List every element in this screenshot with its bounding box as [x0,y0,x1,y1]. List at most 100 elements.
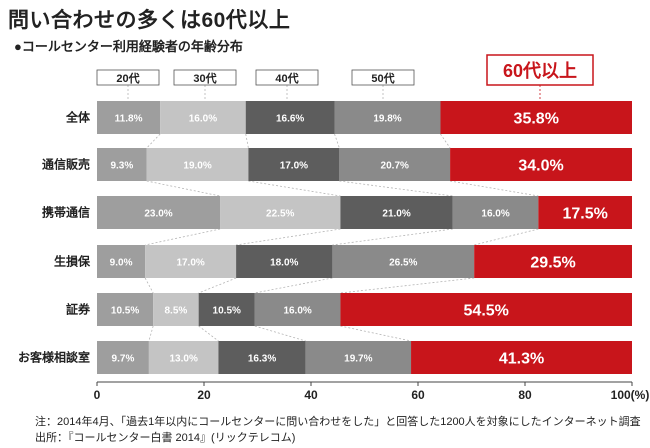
legend-box [96,69,160,86]
bar-segment [97,341,149,374]
value-label: 18.0% [270,258,298,269]
value-label: 23.0% [144,209,172,220]
category-label: 生損保 [54,254,91,269]
legend-label: 50代 [371,71,394,85]
connector-line [198,277,237,294]
bar-segment [97,245,146,278]
connector-line [146,133,161,149]
legend-label: 40代 [275,71,298,85]
value-label: 16.0% [481,209,509,220]
bar-segment [305,341,412,374]
bar-segment [450,148,632,181]
value-label: 54.5% [464,303,509,320]
bar-segment [334,101,441,134]
value-label: 26.5% [389,258,417,269]
legend-box [173,69,237,86]
connector-line [145,228,221,246]
bar-segment [146,148,249,181]
value-label: 19.7% [344,354,372,365]
bar-segment [440,101,632,134]
survey-note: 注：2014年4月、「過去1年以内にコールセンターに問い合わせをした」と回答した… [35,416,641,428]
category-label: 証券 [66,302,91,317]
value-label: 21.0% [382,209,410,220]
category-label: 全体 [65,110,91,125]
connector-line [334,133,340,149]
category-label: 携帯通信 [42,205,90,220]
value-label: 16.6% [276,114,304,125]
value-label: 9.3% [110,161,133,172]
bar-segment [148,341,219,374]
connector-line [248,180,341,197]
x-tick-label: 20 [197,388,211,402]
value-label: 34.0% [518,158,563,175]
connector-line [450,180,539,197]
connector-line [340,325,412,342]
category-label: 通信販売 [42,157,90,172]
connector-line [339,180,453,197]
chart-subtitle: ●コールセンター利用経験者の年齢分布 [14,39,243,54]
connector-line [146,180,221,197]
value-label: 13.0% [169,354,197,365]
bar-segment [452,196,539,229]
source-note: 出所：『コールセンター白書 2014』(リックテレコム) [35,432,296,444]
value-label: 41.3% [499,351,544,368]
legend-label: 20代 [116,71,139,85]
bar-segment [340,196,453,229]
bar-segment [97,101,161,134]
value-label: 10.5% [111,306,139,317]
bar-segment [236,245,333,278]
bar-segment [474,245,632,278]
x-tick-label: 0 [94,388,101,402]
bar-segment [254,293,341,326]
bar-segment [198,293,255,326]
bar-segment [339,148,451,181]
bar-segment [220,196,341,229]
bar-segment [97,148,147,181]
value-label: 17.0% [176,258,204,269]
value-label: 16.3% [248,354,276,365]
value-label: 9.7% [112,354,135,365]
value-label: 9.0% [110,258,133,269]
bar-segment [160,101,246,134]
bar-segment [97,293,154,326]
value-label: 8.5% [165,306,188,317]
value-label: 35.8% [514,111,559,128]
x-tick-label: 80 [518,388,532,402]
connector-line [148,325,154,342]
connector-line [144,277,154,294]
value-label: 20.7% [381,161,409,172]
bar-segment [248,148,340,181]
bar-segment [245,101,335,134]
x-tick-label: 100(%) [611,388,650,402]
connector-line [254,277,333,294]
value-label: 17.5% [563,206,608,223]
value-label: 16.0% [189,114,217,125]
bar-segment [153,293,199,326]
legend-label: 30代 [193,71,216,85]
connector-line [245,133,249,149]
value-label: 19.0% [183,161,211,172]
legend-box [255,69,319,86]
connector-line [236,228,341,246]
value-label: 22.5% [266,209,294,220]
bar-segment [218,341,306,374]
x-tick-label: 60 [411,388,425,402]
connector-line [332,228,453,246]
bar-segment [538,196,632,229]
chart-title: 問い合わせの多くは60代以上 [8,9,291,32]
legend-label-60s: 60代以上 [503,61,577,81]
x-tick-label: 40 [304,388,318,402]
connector-line [198,325,219,342]
connector-line [440,133,451,149]
value-label: 17.0% [280,161,308,172]
value-label: 11.8% [115,114,143,125]
connector-line [340,277,475,294]
value-label: 10.5% [213,306,241,317]
value-label: 29.5% [530,255,575,272]
bar-segment [340,293,632,326]
category-label: お客様相談室 [18,350,90,365]
legend-box [351,69,415,86]
bar-segment [97,196,221,229]
bar-segment [332,245,475,278]
